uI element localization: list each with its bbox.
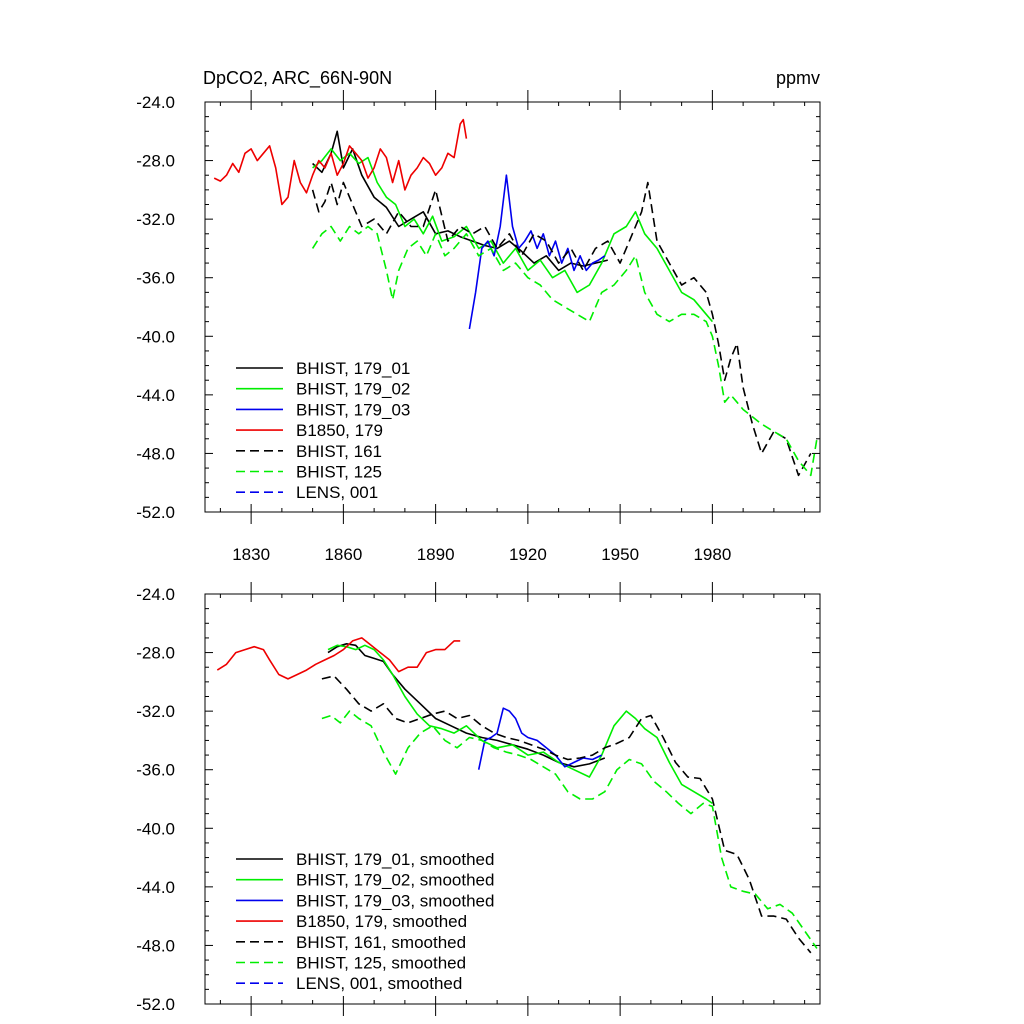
series-line-bhist-125 — [311, 225, 818, 477]
x-tick-label: 1980 — [693, 545, 731, 564]
series-line-bhist-179-01-smoothed — [327, 643, 606, 768]
legend-label-bhist-179-01: BHIST, 179_01 — [296, 359, 410, 378]
legend-label-bhist-179-03-smoothed: BHIST, 179_03, smoothed — [296, 891, 494, 910]
legend-label-bhist-125-smoothed: BHIST, 125, smoothed — [296, 954, 466, 973]
y-tick-label: -32.0 — [136, 702, 175, 721]
legend-label-bhist-179-02-smoothed: BHIST, 179_02, smoothed — [296, 871, 494, 890]
y-tick-label: -40.0 — [136, 327, 175, 346]
legend-label-bhist-125: BHIST, 125 — [296, 463, 382, 482]
y-tick-label: -52.0 — [136, 503, 175, 522]
x-tick-label: 1890 — [417, 545, 455, 564]
y-tick-label: -24.0 — [136, 93, 175, 112]
series-line-bhist-179-03-smoothed — [477, 707, 603, 770]
legend: BHIST, 179_01, smoothed BHIST, 179_02, sm… — [236, 850, 494, 993]
legend-label-bhist-179-02: BHIST, 179_02 — [296, 380, 410, 399]
series-line-bhist-179-02 — [312, 148, 714, 323]
y-tick-label: -24.0 — [136, 585, 175, 604]
series-line-bhist-161 — [311, 181, 812, 477]
series-group — [216, 637, 818, 954]
legend-label-lens-001-smoothed: LENS, 001, smoothed — [296, 974, 462, 993]
x-tick-label: 1950 — [601, 545, 639, 564]
y-tick-label: -40.0 — [136, 819, 175, 838]
y-tick-label: -32.0 — [136, 210, 175, 229]
y-tick-label: -28.0 — [136, 152, 175, 171]
chart-title: DpCO2, ARC_66N-90N — [203, 68, 392, 89]
series-line-b1850-179 — [213, 118, 468, 206]
y-tick-label: -28.0 — [136, 644, 175, 663]
series-line-bhist-179-03 — [468, 174, 606, 330]
series-line-b1850-179-smoothed — [216, 637, 461, 680]
y-tick-label: -36.0 — [136, 269, 175, 288]
series-line-bhist-179-02-smoothed — [327, 644, 713, 805]
x-tick-label: 1860 — [324, 545, 362, 564]
bottom-panel: -24.0 -28.0 -32.0 -36.0 -40.0 -44.0 -48.0 -52.0… — [136, 582, 821, 1016]
units-label: ppmv — [776, 68, 820, 88]
y-tick-label: -44.0 — [136, 386, 175, 405]
y-tick-label: -48.0 — [136, 444, 175, 463]
legend-label-bhist-179-03: BHIST, 179_03 — [296, 400, 410, 419]
series-line-bhist-179-01 — [312, 130, 608, 272]
legend-label-bhist-161: BHIST, 161 — [296, 442, 382, 461]
legend-label-b1850-179: B1850, 179 — [296, 421, 383, 440]
y-tick-label: -36.0 — [136, 761, 175, 780]
y-tick-label: -48.0 — [136, 936, 175, 955]
legend-label-b1850-179-smoothed: B1850, 179, smoothed — [296, 912, 467, 931]
series-line-bhist-125-smoothed — [321, 710, 818, 949]
x-tick-label: 1830 — [232, 545, 270, 564]
top-panel: -24.0 -28.0 -32.0 -36.0 -40.0 -44.0 -48.0 -52.0… — [136, 68, 821, 564]
x-tick-label: 1920 — [509, 545, 547, 564]
series-line-bhist-161-smoothed — [321, 675, 812, 954]
legend-label-lens-001: LENS, 001 — [296, 483, 378, 502]
y-tick-label: -44.0 — [136, 878, 175, 897]
legend-label-bhist-179-01-smoothed: BHIST, 179_01, smoothed — [296, 850, 494, 869]
legend-label-bhist-161-smoothed: BHIST, 161, smoothed — [296, 933, 466, 952]
y-tick-label: -52.0 — [136, 995, 175, 1014]
series-group — [213, 118, 818, 477]
